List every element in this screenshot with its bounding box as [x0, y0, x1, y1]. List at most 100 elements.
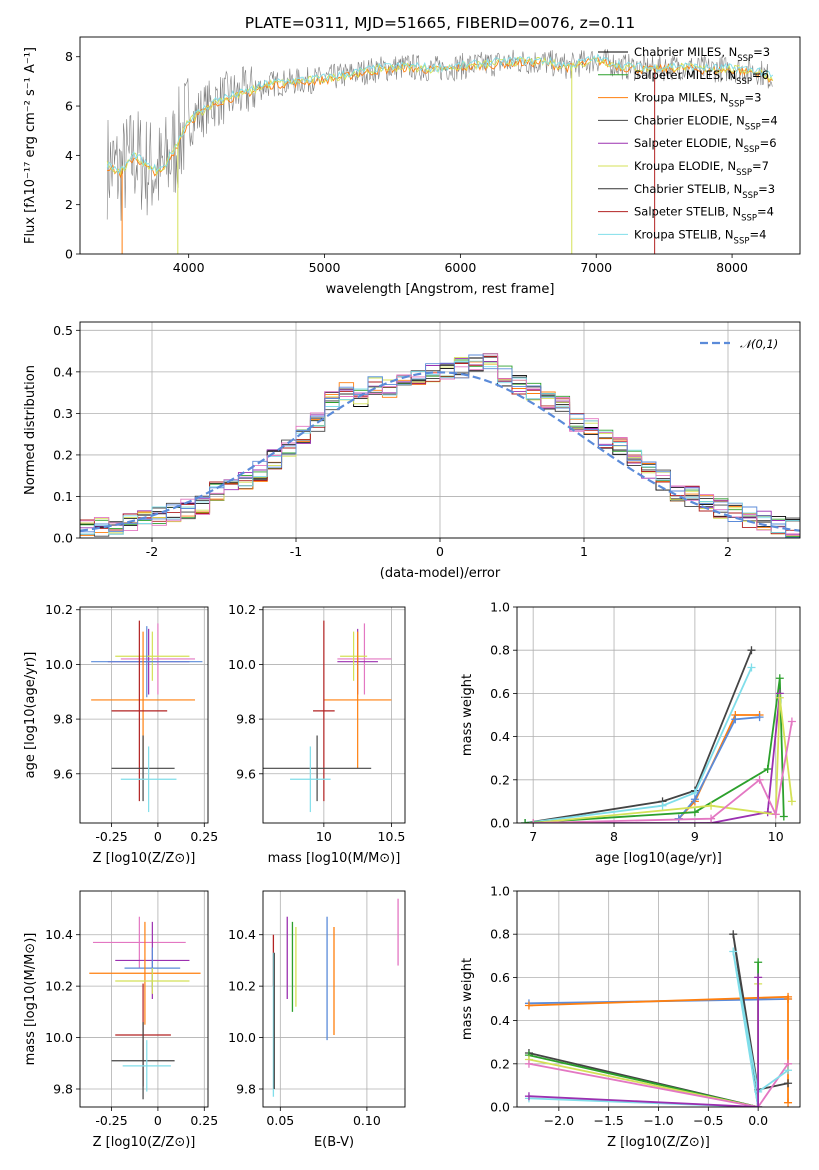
weight-marker: [521, 819, 530, 823]
x-tick-label: 4000: [173, 260, 205, 275]
x-tick-label: 6000: [444, 260, 476, 275]
axes-frame: [79, 36, 801, 255]
legend-label: Salpeter ELODIE, NSSP=6: [634, 136, 777, 155]
axes-residuals: -2 -1 0 1 2 0.0 0.1 0.2 0.3 0.4 0.5 (data-model)/er…: [23, 321, 801, 581]
x-tick-label: 2: [724, 544, 732, 559]
weight-marker: [707, 814, 716, 823]
y-tick-label: 10.0: [228, 657, 256, 672]
weight-series: [524, 973, 763, 1107]
weight-line: [525, 678, 785, 823]
weight-marker: [524, 1059, 533, 1068]
error-cross: [122, 1040, 171, 1092]
axes-spectrum: 4000 5000 6000 7000 8000 0 2 4 6 8 wavelength [Ang…: [23, 36, 801, 297]
axes-frame: [79, 890, 209, 1108]
legend-label: Kroupa MILES, NSSP=3: [634, 91, 761, 110]
weight-marker: [690, 795, 699, 804]
weight-marker: [731, 715, 740, 724]
legend-label: Kroupa STELIB, NSSP=4: [634, 227, 766, 246]
error-cross: [115, 968, 190, 994]
x-axis-label: (data-model)/error: [380, 566, 501, 581]
y-tick-label: 9.8: [236, 712, 256, 727]
x-tick-label: 9: [691, 829, 699, 844]
weight-marker: [754, 973, 763, 982]
y-tick-label: 0.0: [490, 816, 510, 831]
axes-frame: [262, 606, 406, 824]
legend-label: Chabrier STELIB, NSSP=3: [634, 182, 775, 201]
error-cross: [340, 631, 368, 681]
error-cross: [89, 921, 201, 1025]
figure-title: PLATE=0311, MJD=51665, FIBERID=0076, z=0…: [245, 14, 635, 32]
y-tick-label: 6: [65, 99, 73, 114]
y-tick-label: 0.4: [53, 364, 73, 379]
y-tick-label: 9.6: [53, 766, 73, 781]
y-tick-label: 10.2: [45, 979, 73, 994]
weight-line: [528, 977, 759, 1107]
axes-frame: [516, 606, 801, 824]
x-axis-label: E(B-V): [314, 1135, 354, 1150]
plot-area: [263, 620, 392, 813]
axes-age-vs-mass: 10 10.5 9.6 9.8 10.0 10.2 mass [log10(M/M⊙)]: [228, 602, 406, 866]
y-tick-label: 10.4: [45, 927, 73, 942]
error-cross: [111, 735, 175, 802]
axes-mass-vs-Z: -0.25 0 0.25 9.8 10.0 10.2 10.4 Z [log10(Z/Z⊙)]…: [23, 890, 218, 1150]
x-tick-label: 7: [529, 829, 537, 844]
x-tick-label: -0.25: [95, 1113, 127, 1128]
weight-marker: [524, 1001, 533, 1010]
weight-marker: [754, 958, 763, 967]
weight-line: [524, 667, 753, 823]
y-tick-label: 9.8: [236, 1082, 256, 1097]
y-axis-label: mass weight: [460, 958, 475, 1040]
error-cross: [91, 626, 203, 698]
error-cross: [120, 623, 196, 695]
weight-marker: [784, 1079, 793, 1088]
y-tick-label: 0.8: [490, 927, 510, 942]
x-tick-label: 5000: [309, 260, 341, 275]
x-tick-label: 0: [154, 829, 162, 844]
y-tick-label: 10.0: [45, 1030, 73, 1045]
x-tick-label: 0.05: [266, 1113, 294, 1128]
axes-frame: [79, 321, 801, 539]
weight-marker: [754, 1103, 763, 1107]
error-cross: [313, 620, 335, 802]
y-tick-label: 9.8: [53, 712, 73, 727]
x-tick-label: -0.25: [95, 829, 127, 844]
x-tick-label: 8000: [716, 260, 748, 275]
error-cross: [120, 746, 177, 813]
axes-age-vs-Z: -0.25 0 0.25 9.6 9.8 10.0 10.2 Z [log10(Z/Z⊙)] a…: [23, 602, 218, 866]
residual-histogram: [80, 354, 800, 538]
weight-marker: [755, 713, 764, 722]
y-tick-label: 0.0: [490, 1100, 510, 1115]
x-tick-label: 0.10: [353, 1113, 381, 1128]
weight-marker: [779, 812, 788, 821]
y-tick-label: 10.0: [45, 657, 73, 672]
weight-marker: [775, 693, 784, 702]
plot-area: [89, 916, 201, 1100]
y-tick-label: 0.3: [53, 406, 73, 421]
weight-marker: [755, 775, 764, 784]
y-tick-label: 0.0: [53, 531, 73, 546]
error-cross: [290, 746, 331, 813]
weight-series: [524, 992, 793, 1107]
y-tick-label: 0.2: [490, 772, 510, 787]
x-tick-label: −1.0: [643, 1113, 673, 1128]
y-tick-label: 10.2: [45, 602, 73, 617]
y-tick-label: 1.0: [490, 884, 510, 899]
y-tick-label: 10.2: [228, 979, 256, 994]
y-axis-label: mass [log10(M/M⊙)]: [23, 933, 38, 1066]
weight-marker: [529, 819, 538, 823]
y-tick-label: 10.0: [228, 1030, 256, 1045]
plot-area: [106, 48, 774, 254]
error-cross: [323, 631, 392, 769]
x-tick-label: 10: [316, 829, 332, 844]
y-tick-label: 4: [65, 148, 73, 163]
gaussian-curve: [80, 371, 800, 532]
axes-mass-weight-vs-Z: −2.0 −1.5 −1.0 −0.5 0.0 0.0 0.2 0.4 0.6 0.8 1.0 Z […: [460, 884, 801, 1150]
weight-series: [524, 958, 763, 1107]
axes-frame: [79, 606, 209, 824]
x-axis-label: Z [log10(Z/Z⊙)]: [93, 1135, 196, 1150]
error-cross: [111, 1022, 175, 1100]
x-axis-label: age [log10(age/yr)]: [595, 851, 722, 866]
plot-area: [80, 353, 800, 538]
plot-area: [91, 620, 203, 813]
